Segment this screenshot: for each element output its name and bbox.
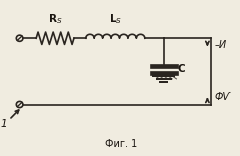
Text: –И: –И	[215, 40, 227, 50]
Text: L$_S$: L$_S$	[109, 12, 122, 26]
Text: R$_S$: R$_S$	[48, 12, 62, 26]
Text: Фиг. 1: Фиг. 1	[105, 139, 137, 149]
Text: C: C	[178, 64, 186, 74]
Text: 1: 1	[1, 119, 8, 129]
Text: ФѴ: ФѴ	[215, 92, 230, 102]
